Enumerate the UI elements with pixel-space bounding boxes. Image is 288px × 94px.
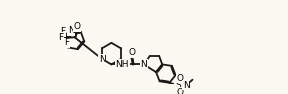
Text: N: N — [183, 81, 190, 90]
Text: N: N — [68, 26, 74, 35]
Text: O: O — [73, 22, 80, 31]
Text: O: O — [177, 88, 184, 94]
Text: NH: NH — [115, 60, 129, 69]
Text: O: O — [129, 48, 136, 57]
Text: S: S — [175, 81, 181, 90]
Text: F: F — [65, 38, 70, 47]
Text: N: N — [99, 55, 105, 64]
Text: F: F — [60, 27, 65, 36]
Text: O: O — [177, 74, 184, 83]
Text: F: F — [58, 33, 63, 42]
Text: N: N — [140, 60, 147, 69]
